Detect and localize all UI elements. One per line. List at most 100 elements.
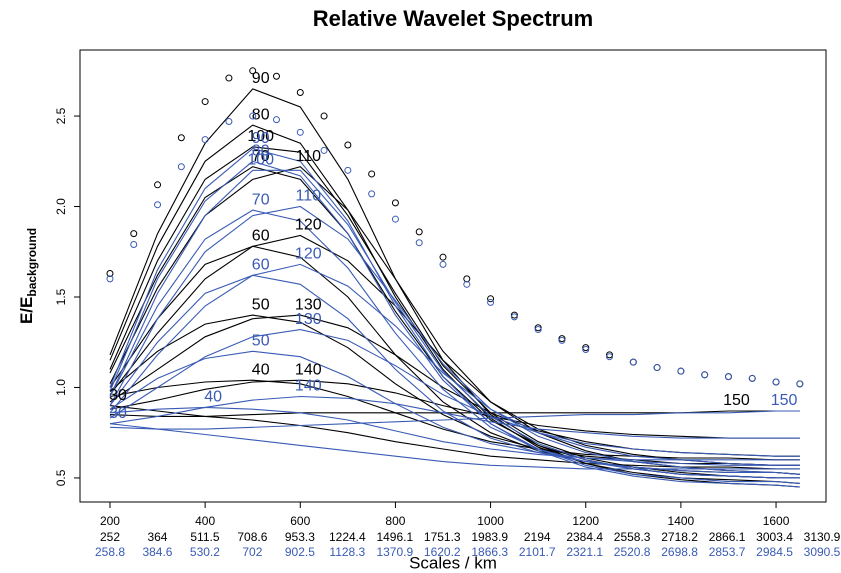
y-tick-label: 1.0	[54, 379, 68, 396]
line-series	[109, 274, 800, 475]
series-label: 30	[109, 387, 127, 404]
marker-point	[130, 241, 138, 249]
y-tick-label: 2.5	[54, 107, 68, 124]
scale-label: 953.3	[285, 530, 315, 544]
marker-point	[724, 373, 732, 381]
series-label: 30	[109, 405, 127, 422]
series-label: 130	[295, 296, 322, 313]
scale-label: 1370.9	[376, 545, 413, 559]
line-series	[109, 406, 800, 461]
scale-label: 530.2	[190, 545, 220, 559]
scale-label: 252	[100, 530, 120, 544]
scale-label: 258.8	[95, 545, 125, 559]
scale-label: 2194	[524, 530, 551, 544]
marker-point	[772, 378, 780, 386]
marker-point	[558, 336, 566, 344]
marker-point	[582, 345, 590, 353]
marker-point	[272, 72, 280, 80]
series-label: 60	[252, 256, 270, 273]
line-series	[109, 395, 800, 439]
marker-point	[677, 367, 685, 375]
marker-point	[748, 374, 756, 382]
line-series	[109, 329, 800, 457]
series-label: 150	[771, 392, 798, 409]
marker-point	[201, 136, 209, 144]
scale-label: 708.6	[237, 530, 267, 544]
series-label: 120	[295, 246, 322, 263]
line-series	[109, 147, 800, 488]
marker-point	[534, 324, 542, 332]
marker-point	[177, 163, 185, 171]
series-label: 80	[252, 106, 270, 123]
scale-label: 3090.5	[804, 545, 841, 559]
marker-point	[510, 311, 518, 319]
chart-title: Relative Wavelet Spectrum	[313, 6, 593, 31]
line-series	[109, 405, 800, 470]
line-series	[109, 410, 800, 430]
scale-label: 1496.1	[376, 530, 413, 544]
x-tick-label: 800	[385, 514, 405, 528]
y-tick-label: 1.5	[54, 288, 68, 305]
marker-point	[510, 313, 518, 321]
marker-point	[463, 275, 471, 283]
marker-point	[415, 239, 423, 247]
x-tick-label: 600	[290, 514, 310, 528]
line-series	[109, 263, 800, 466]
line-series	[109, 205, 800, 475]
y-tick-label: 0.5	[54, 469, 68, 486]
series-label: 100	[247, 128, 274, 145]
scale-label: 511.5	[190, 530, 219, 544]
marker-point	[463, 280, 471, 288]
marker-point	[296, 89, 304, 97]
marker-point	[415, 228, 423, 236]
marker-point	[272, 116, 280, 124]
marker-point	[225, 117, 233, 125]
marker-point	[487, 295, 495, 303]
marker-point	[320, 146, 328, 154]
x-tick-label: 1400	[668, 514, 695, 528]
scale-label: 2718.2	[661, 530, 698, 544]
series-label: 50	[252, 296, 270, 313]
marker-point	[344, 141, 352, 149]
marker-point	[534, 326, 542, 334]
series-label: 60	[252, 228, 270, 245]
marker-point	[296, 128, 304, 136]
scale-label: 702	[242, 545, 262, 559]
series-label: 110	[296, 188, 322, 205]
marker-point	[487, 298, 495, 306]
series-label: 140	[295, 378, 322, 395]
y-tick-label: 2.0	[54, 198, 68, 215]
x-tick-label: 1000	[477, 514, 504, 528]
plot-frame	[79, 49, 827, 503]
series-label: 130	[295, 311, 322, 328]
x-tick-label: 1600	[763, 514, 790, 528]
x-tick-label: 1200	[572, 514, 599, 528]
marker-point	[629, 358, 637, 366]
line-series	[109, 379, 800, 439]
series-label: 150	[723, 392, 750, 409]
marker-point	[439, 253, 447, 261]
marker-point	[130, 230, 138, 238]
scale-label: 1866.3	[471, 545, 508, 559]
scale-label: 2558.3	[614, 530, 651, 544]
series-label: 40	[252, 361, 270, 378]
marker-point	[606, 351, 614, 359]
line-series	[109, 88, 800, 488]
scale-label: 2853.7	[709, 545, 746, 559]
marker-point	[106, 269, 114, 277]
series-label: 100	[247, 152, 274, 169]
series-label: 120	[295, 217, 322, 234]
scale-label: 2384.4	[566, 530, 603, 544]
scale-label: 364	[147, 530, 167, 544]
series-label: 70	[252, 191, 270, 208]
scale-label: 2520.8	[614, 545, 651, 559]
series-label: 80	[252, 142, 270, 159]
marker-point	[439, 260, 447, 268]
marker-point	[582, 344, 590, 352]
line-series	[109, 160, 800, 484]
marker-point	[368, 170, 376, 178]
marker-point	[701, 371, 709, 379]
line-series	[109, 245, 800, 475]
scale-label: 1983.9	[471, 530, 508, 544]
marker-point	[368, 190, 376, 198]
